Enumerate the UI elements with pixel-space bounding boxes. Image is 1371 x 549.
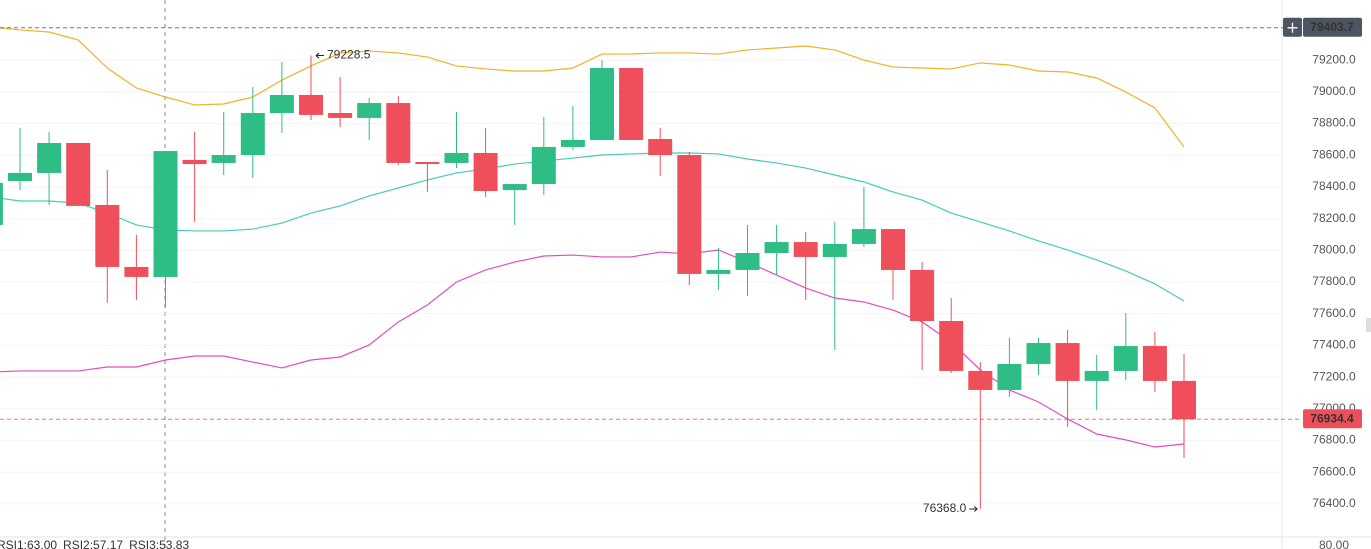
candle-body [851,229,876,244]
overlay: 76400.076600.076800.077000.077200.077400… [0,17,1362,549]
y-tick-label: 77800.0 [1312,274,1356,288]
side-handle[interactable] [1366,318,1371,332]
candle-body [386,103,411,163]
candle-body [648,139,673,156]
candle-body [793,242,818,257]
price-tag [1303,17,1362,37]
band-line [0,249,1185,448]
candle-body [939,321,964,371]
candle-body [502,184,527,191]
candle-body [560,139,585,147]
candle-body [357,103,382,118]
candle-body [822,243,847,257]
candle-body [37,142,62,173]
candle-body [328,113,353,118]
candle-body [299,94,323,115]
candle-body [1142,346,1167,381]
y-tick-label: 76400.0 [1312,496,1356,510]
price-tag-label: 76934.4 [1310,411,1354,425]
y-tick-label: 78800.0 [1312,116,1356,130]
candle-body [240,113,265,156]
y-tick-label: 78600.0 [1312,147,1356,161]
candle-body [211,155,236,163]
indicator-label: RSI3:53.83 [129,538,189,549]
candle-body [677,155,702,274]
candle-body [735,252,760,270]
y-tick-label: 76800.0 [1312,433,1356,447]
arrow [969,506,978,512]
candle-body [1113,346,1138,371]
indicator-label: RSI2:57.17 [63,538,123,549]
indicator-label: RSI1:63.00 [0,538,57,549]
band-line [0,27,1185,148]
candle-body [444,152,469,163]
y-tick-label: 76600.0 [1312,464,1356,478]
y-tick-label: 77600.0 [1312,306,1356,320]
candle-body [0,182,3,225]
candle-body [764,242,789,253]
candle-body [1026,343,1051,364]
candle-body [531,146,556,185]
y-tick-label: 77200.0 [1312,369,1356,383]
rsi-tick-label: 80.00 [1319,538,1349,549]
y-tick-label: 79000.0 [1312,84,1356,98]
y-tick-label: 78400.0 [1312,179,1356,193]
candle-body [881,229,905,270]
candle-body [8,172,32,182]
candle-body [968,370,993,390]
candle-body [182,159,207,165]
candle-body [269,94,294,114]
candle-body [473,152,498,192]
band-line [0,152,1185,302]
plot [0,27,1282,510]
candle-body [997,363,1022,390]
y-tick-label: 78000.0 [1312,242,1356,256]
candle-body [910,269,935,321]
price-tag [1303,409,1362,429]
candle-body [66,142,91,206]
candle-body [1172,380,1196,420]
candle-body [1084,370,1109,381]
y-tick-label: 78200.0 [1312,211,1356,225]
candle-body [706,269,731,274]
low-label: 76368.0 [923,501,967,515]
high-label: 79228.5 [327,48,371,62]
candle-body [590,68,614,140]
candle-body [415,162,440,165]
candle-body [619,68,644,140]
candle-body [1055,343,1080,381]
candle-body [153,151,178,277]
arrow [315,52,324,59]
y-tick-label: 79200.0 [1312,52,1356,66]
candle-body [95,204,120,267]
plus-icon [1287,22,1298,33]
price-tag-label: 79403.7 [1310,20,1354,34]
y-tick-label: 77400.0 [1312,338,1356,352]
candle-body [124,266,149,277]
